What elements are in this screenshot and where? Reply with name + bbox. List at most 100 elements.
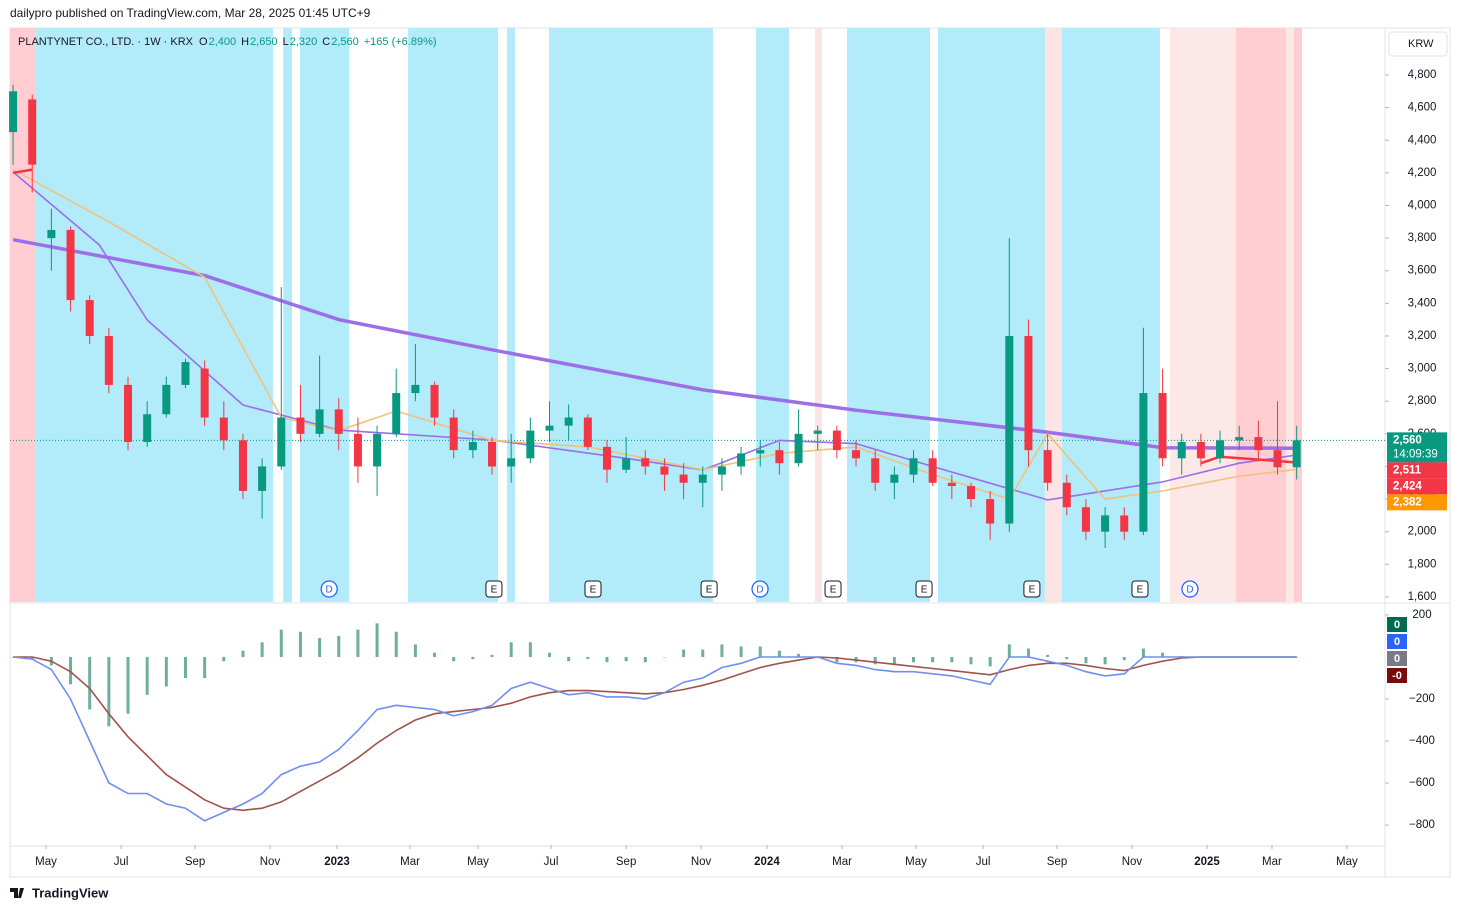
macd-y-tick-label: −400 [1409,735,1435,747]
y-tick-label: 3,800 [1408,232,1437,244]
y-tick-label: 3,000 [1408,363,1437,375]
price-badge [1387,432,1447,463]
candle-body [1043,450,1052,483]
candle-body [1177,441,1186,459]
price-badge-label: 2,382 [1393,496,1422,508]
macd-histogram-bar [452,656,456,662]
candle-body [1139,393,1148,532]
macd-histogram-bar [318,638,322,657]
ohlc-key: L [283,36,289,48]
candle-body [85,300,94,336]
candle-body [392,393,401,434]
earnings-marker [1023,580,1041,598]
candle-body [928,458,937,483]
y-tick-label: 4,400 [1408,134,1437,146]
candle-body [66,229,75,301]
currency-button[interactable] [1388,31,1448,57]
candle-body [660,466,669,475]
macd-histogram-bar [337,635,341,657]
candle-body [564,417,573,426]
candle-body [1196,441,1205,459]
candle-body [871,458,880,483]
y-tick-label: 2,800 [1408,395,1437,407]
candle-body [583,417,592,447]
macd-y-tick-label: −800 [1409,819,1435,831]
candle-body [641,458,650,467]
change: +165 (+6.89%) [364,36,437,48]
macd-histogram-bar [892,656,896,665]
earnings-marker [1131,580,1149,598]
macd-histogram-bar [1026,648,1030,657]
candle-body [507,458,516,467]
macd-badge-label: 0 [1394,653,1400,665]
candle-body [813,430,822,434]
candle-body [698,474,707,483]
macd-histogram-bar [605,656,609,663]
earnings-marker [915,580,933,598]
x-tick-label: Nov [691,856,712,868]
candle-body [1024,335,1033,451]
candle-body [1254,437,1263,451]
macd-histogram-bar [509,642,513,657]
macd-histogram-bar [1122,656,1126,661]
candle-body [947,482,956,487]
event-label: E [1137,585,1144,596]
x-tick-label: May [1336,856,1358,868]
ohlc-value: 2,400 [209,36,237,48]
price-badge-label: 2,424 [1393,480,1422,492]
candle-body [1120,515,1129,532]
candle-body [1235,437,1244,441]
x-tick-label: 2025 [1194,856,1220,868]
macd-histogram-bar [835,656,839,663]
candle-body [28,99,37,165]
x-tick-label: Mar [1262,856,1282,868]
ohlc-value: 2,560 [331,36,359,48]
y-tick-label: 3,200 [1408,330,1437,342]
macd-y-tick-label: −600 [1409,777,1435,789]
event-label: D [326,585,333,596]
ohlc-key: H [241,36,249,48]
candle-body [353,433,362,467]
macd-histogram-bar [682,649,686,657]
macd-histogram-bar [279,629,283,657]
event-label: D [1186,585,1193,596]
candle-body [1081,507,1090,532]
macd-y-tick-label: 200 [1412,609,1431,621]
dividend-marker [320,580,338,598]
macd-histogram-bar [222,656,226,662]
logo-icon [10,888,24,898]
macd-histogram-bar [567,656,571,662]
macd-histogram-bar [1103,656,1107,665]
signal-band [506,28,516,602]
candle-body [909,458,918,475]
x-tick-label: Mar [832,856,852,868]
signal-band [1170,28,1236,602]
macd-histogram-bar [758,646,762,657]
y-tick-label: 3,400 [1408,297,1437,309]
y-tick-label: 2,000 [1408,526,1437,538]
macd-histogram-bar [1046,654,1050,657]
price-badge-label: 2,560 [1393,434,1422,446]
macd-histogram-bar [720,644,724,657]
candle-body [277,417,286,467]
candle-body [124,384,133,442]
candle-body [775,450,784,464]
macd-histogram-bar [490,654,494,657]
macd-histogram-bar [969,656,973,665]
candle-body [794,433,803,464]
macd-histogram-bar [931,656,935,663]
currency[interactable]: KRW [1408,38,1434,50]
candle-body [545,425,554,431]
candle-body [966,486,975,500]
price-badge [1387,462,1447,479]
price-badge [1387,478,1447,495]
x-tick-label: Nov [1122,856,1143,868]
macd-histogram-bar [11,656,15,658]
macd-histogram-bar [69,656,73,685]
ohlc-value: 2,650 [250,36,278,48]
event-label: E [1029,585,1036,596]
macd-macd-line [13,656,1297,822]
byline: dailypro published on TradingView.com, M… [10,6,371,20]
